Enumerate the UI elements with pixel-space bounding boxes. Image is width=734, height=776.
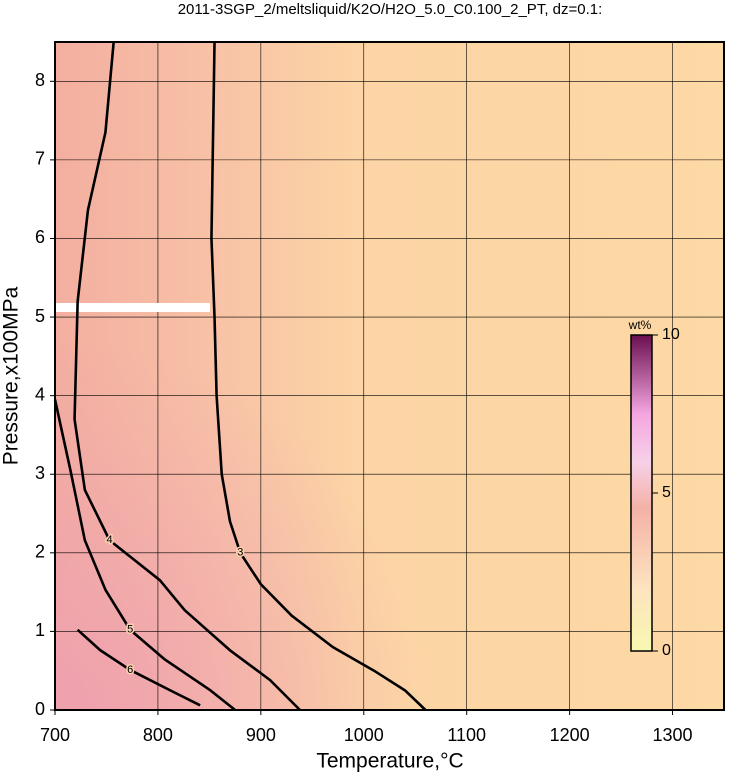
x-tick-label: 1200 [550,725,590,745]
data-gap [55,303,210,312]
contour-line [210,41,427,711]
contour-label: 4 [106,534,112,546]
contour-line [76,628,201,707]
contour-label: 6 [127,664,133,676]
colorbar [630,334,653,652]
colorbar-label: wt% [628,318,652,332]
y-tick-label: 7 [35,149,45,169]
x-tick-label: 1100 [447,725,486,745]
y-tick-label: 4 [35,384,45,404]
x-tick-label: 1300 [653,725,693,745]
contour-label: 3 [237,547,243,559]
x-tick-label: 800 [143,725,173,745]
contour-line [73,41,301,711]
y-tick-label: 3 [35,463,45,483]
y-tick-label: 2 [35,542,45,562]
y-tick-label: 5 [35,306,45,326]
colorbar-tick-label: 10 [662,326,680,343]
colorbar-tick-label: 0 [662,642,671,659]
x-axis-label: Temperature,°C [316,750,463,773]
contour-line [53,399,236,712]
chart-title: 2011-3SGP_2/meltsliquid/K2O/H2O_5.0_C0.1… [178,1,603,18]
y-tick-label: 1 [35,620,45,640]
y-tick-label: 8 [35,70,45,90]
contour-label: 5 [127,624,133,636]
y-tick-label: 6 [35,227,45,247]
x-tick-label: 700 [40,725,70,745]
y-axis-label: Pressure,x100MPa [0,286,23,465]
y-tick-label: 0 [35,699,45,719]
plot-frame [54,41,725,711]
x-tick-label: 1000 [344,725,384,745]
x-tick-label: 900 [246,725,276,745]
colorbar-tick-label: 5 [662,484,671,501]
plot-shade [55,42,724,710]
